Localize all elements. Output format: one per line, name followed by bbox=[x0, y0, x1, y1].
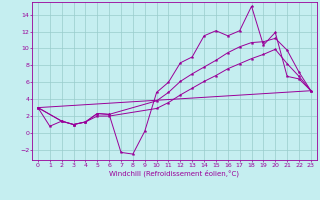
X-axis label: Windchill (Refroidissement éolien,°C): Windchill (Refroidissement éolien,°C) bbox=[109, 169, 239, 177]
